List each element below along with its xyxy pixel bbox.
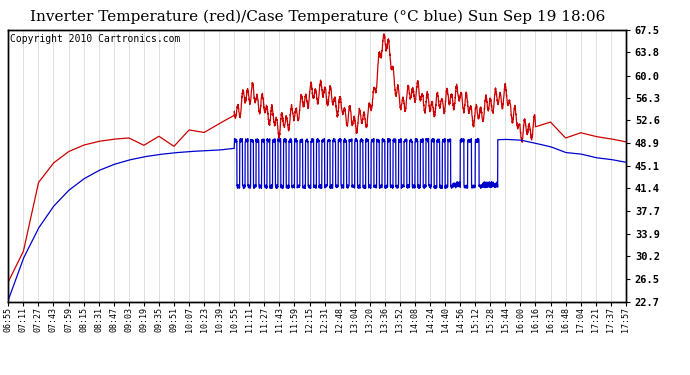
Text: Copyright 2010 Cartronics.com: Copyright 2010 Cartronics.com [10,34,181,44]
Text: Inverter Temperature (red)/Case Temperature (°C blue) Sun Sep 19 18:06: Inverter Temperature (red)/Case Temperat… [30,9,605,24]
